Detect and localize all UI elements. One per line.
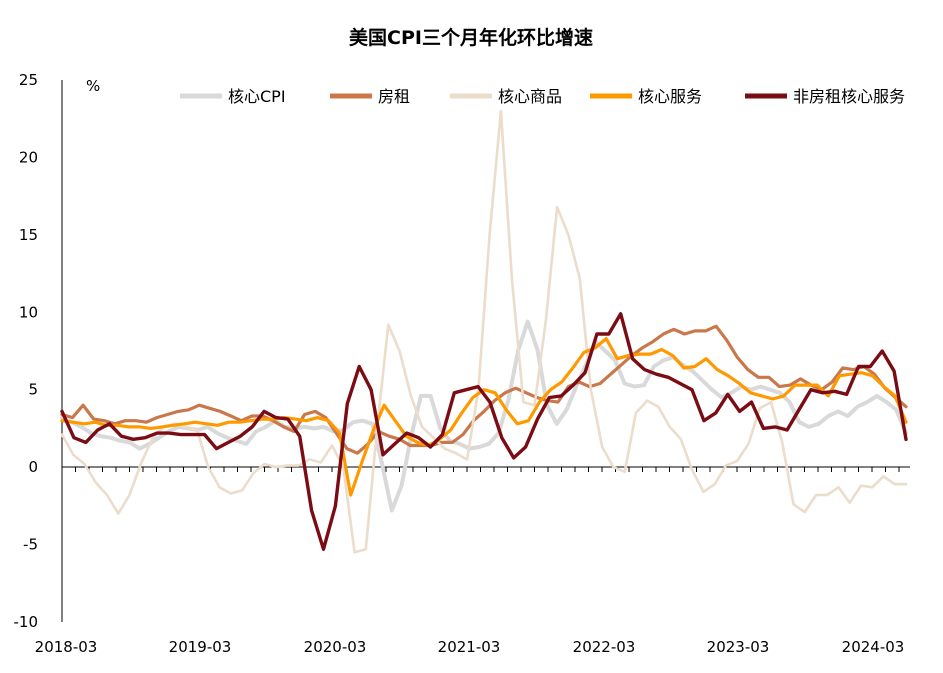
y-tick-labels: 25 20 15 10 5 0 -5 -10 — [14, 71, 39, 631]
y-tick-label: 20 — [19, 148, 38, 166]
x-tick-labels: 2018-03 2019-03 2020-03 2021-03 2022-03 2023-… — [35, 638, 905, 656]
chart-title: 美国CPI三个月年化环比增速 — [349, 26, 593, 49]
legend-label: 核心CPI — [228, 87, 286, 106]
legend-label: 核心商品 — [498, 87, 562, 106]
x-tick-label: 2022-03 — [573, 638, 636, 656]
series-line-1 — [60, 324, 908, 455]
axes — [61, 80, 910, 622]
x-tick-label: 2023-03 — [707, 638, 770, 656]
y-tick-label: 5 — [28, 381, 38, 399]
y-tick-label: 25 — [19, 71, 38, 89]
legend-label: 非房租核心服务 — [793, 87, 905, 106]
series-lines — [60, 109, 908, 554]
series-line-4 — [60, 312, 908, 551]
series-line-2 — [60, 109, 908, 554]
legend: 核心CPI 房租 核心商品 核心服务 非房租核心服务 — [180, 87, 905, 106]
y-tick-label: -5 — [23, 536, 38, 554]
legend-label: 核心服务 — [638, 87, 702, 106]
y-tick-label: -10 — [14, 613, 39, 631]
x-tick-marks — [61, 467, 900, 472]
y-tick-label: 15 — [19, 226, 38, 244]
legend-label: 房租 — [378, 87, 410, 106]
y-tick-label: 10 — [19, 303, 38, 321]
series-line-3 — [60, 337, 908, 497]
y-tick-label: 0 — [28, 458, 38, 476]
x-tick-label: 2019-03 — [169, 638, 232, 656]
x-tick-label: 2020-03 — [304, 638, 367, 656]
x-tick-label: 2021-03 — [438, 638, 501, 656]
series-line-0 — [60, 319, 908, 513]
y-axis-unit: % — [86, 77, 100, 95]
x-tick-label: 2024-03 — [842, 638, 905, 656]
x-tick-label: 2018-03 — [35, 638, 98, 656]
